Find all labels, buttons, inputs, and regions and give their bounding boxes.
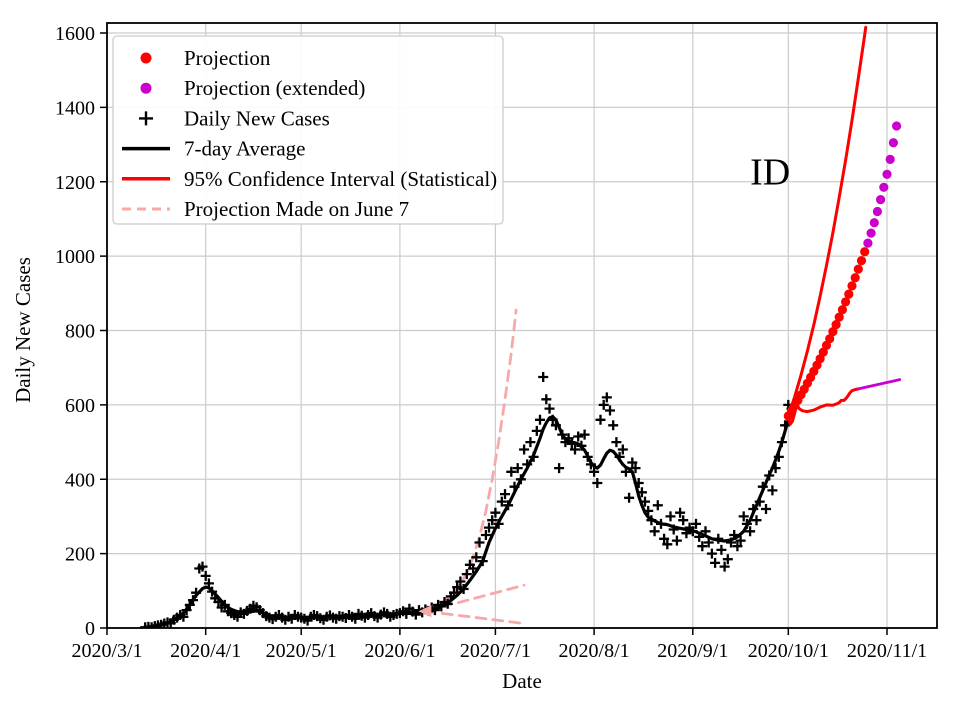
projection-dot (860, 247, 870, 257)
fan-arrow-icon (418, 605, 432, 618)
x-tick-label: 2020/5/1 (266, 640, 337, 662)
series-june-7-projection-lower (423, 609, 526, 625)
projection-dot (885, 154, 895, 164)
series-7-day-average (143, 414, 794, 628)
y-tick-label: 600 (65, 395, 95, 417)
series-june-7-projection-upper (423, 308, 518, 613)
legend-item: 7-day Average (122, 137, 305, 161)
projection-dot (876, 195, 886, 205)
series-projection-extended- (863, 121, 902, 248)
projection-dot (847, 281, 857, 291)
legend-item: 95% Confidence Interval (Statistical) (122, 167, 497, 191)
y-tick-label: 1000 (55, 246, 95, 268)
projection-dot (825, 334, 835, 344)
chart-series (140, 25, 902, 628)
legend-plus-icon (139, 111, 153, 126)
x-tick-label: 2020/4/1 (170, 640, 241, 662)
projection-dot (869, 218, 879, 228)
legend-label: Daily New Cases (184, 106, 330, 130)
plot-frame (106, 22, 938, 629)
x-tick-label: 2020/7/1 (460, 640, 531, 662)
y-axis-title: Daily New Cases (11, 257, 35, 403)
y-tick-label: 200 (65, 544, 95, 566)
projection-dot (866, 228, 876, 238)
projection-dot (863, 238, 873, 248)
series-daily-new-cases (140, 372, 797, 628)
legend-label: 95% Confidence Interval (Statistical) (184, 167, 497, 191)
legend-item: Projection (extended) (140, 76, 365, 100)
projection-dot (872, 206, 883, 217)
legend-box (112, 35, 504, 225)
projection-dot (828, 327, 838, 337)
x-tick-label: 2020/10/1 (748, 640, 829, 662)
projection-dot (888, 138, 899, 148)
x-tick-label: 2020/8/1 (559, 640, 630, 662)
projection-dot (850, 273, 860, 283)
projection-dot (853, 264, 863, 274)
projection-dot (841, 297, 851, 307)
y-tick-label: 800 (65, 321, 95, 343)
projection-dot (837, 305, 848, 315)
y-tick-label: 1600 (55, 23, 95, 45)
legend-dot-icon (140, 52, 152, 64)
projection-dot (831, 320, 841, 330)
x-tick-label: 2020/11/1 (847, 640, 927, 662)
x-tick-label: 2020/6/1 (364, 640, 435, 662)
plot-border (106, 22, 938, 629)
series-95-ci-upper (786, 25, 868, 418)
legend-label: Projection Made on June 7 (184, 197, 409, 221)
legend-label: 7-day Average (184, 137, 305, 161)
projection-dot (892, 121, 902, 131)
projection-dot (856, 256, 867, 266)
legend-label: Projection (184, 46, 271, 70)
x-tick-label: 2020/3/1 (71, 640, 142, 662)
legend-item: Daily New Cases (139, 106, 330, 130)
legend-dot-icon (140, 82, 152, 94)
projection-dot (879, 182, 889, 192)
axis-ticks: 2020/3/1 2020/4/1 2020/5/1 2020/6/1 2020/7/1… (55, 23, 927, 662)
legend: Projection Projection (extended) Daily New… (112, 35, 504, 225)
legend-item: Projection Made on June 7 (122, 197, 409, 221)
x-axis-title: Date (502, 669, 542, 693)
projection-dot (844, 289, 854, 299)
projection-dot (834, 312, 844, 322)
y-tick-label: 400 (65, 469, 95, 491)
legend-item: Projection (140, 46, 271, 70)
series-95-ci-lower-extended (856, 378, 902, 391)
legend-label: Projection (extended) (184, 76, 365, 100)
y-tick-label: 1400 (55, 97, 95, 119)
state-label: ID (750, 151, 790, 193)
y-tick-label: 0 (85, 618, 95, 640)
y-tick-label: 1200 (55, 172, 95, 194)
projection-dot (882, 169, 892, 179)
series-projection (783, 247, 870, 421)
x-tick-label: 2020/9/1 (657, 640, 728, 662)
